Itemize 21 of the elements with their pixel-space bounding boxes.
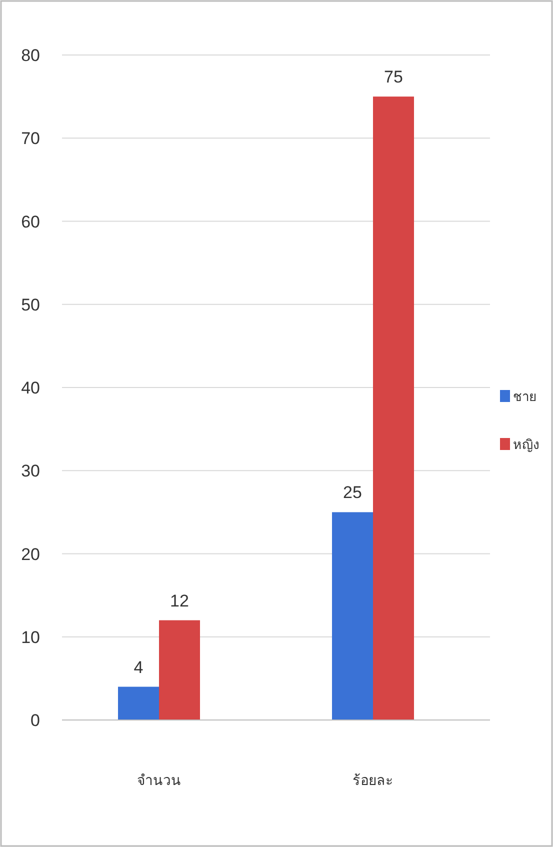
y-tick-label: 0 <box>30 711 40 730</box>
bar <box>373 96 414 720</box>
legend-label: ชาย <box>513 389 537 404</box>
bar <box>118 686 159 720</box>
y-tick-label: 50 <box>21 295 40 314</box>
bar <box>159 620 200 720</box>
data-label: 25 <box>343 483 362 502</box>
data-label: 4 <box>134 658 144 677</box>
bar <box>332 512 373 720</box>
y-tick-label: 60 <box>21 212 40 232</box>
y-tick-label: 30 <box>21 462 40 481</box>
y-tick-label: 10 <box>21 628 40 647</box>
x-tick-label: จำนวน <box>137 772 181 788</box>
x-tick-label: ร้อยละ <box>352 772 394 788</box>
y-tick-label: 40 <box>21 378 40 398</box>
data-label: 75 <box>384 68 403 87</box>
y-tick-label: 70 <box>21 129 40 148</box>
data-label: 12 <box>170 591 189 610</box>
legend-label: หญิง <box>513 437 539 452</box>
y-tick-label: 80 <box>21 46 40 65</box>
y-tick-label: 20 <box>21 544 40 564</box>
